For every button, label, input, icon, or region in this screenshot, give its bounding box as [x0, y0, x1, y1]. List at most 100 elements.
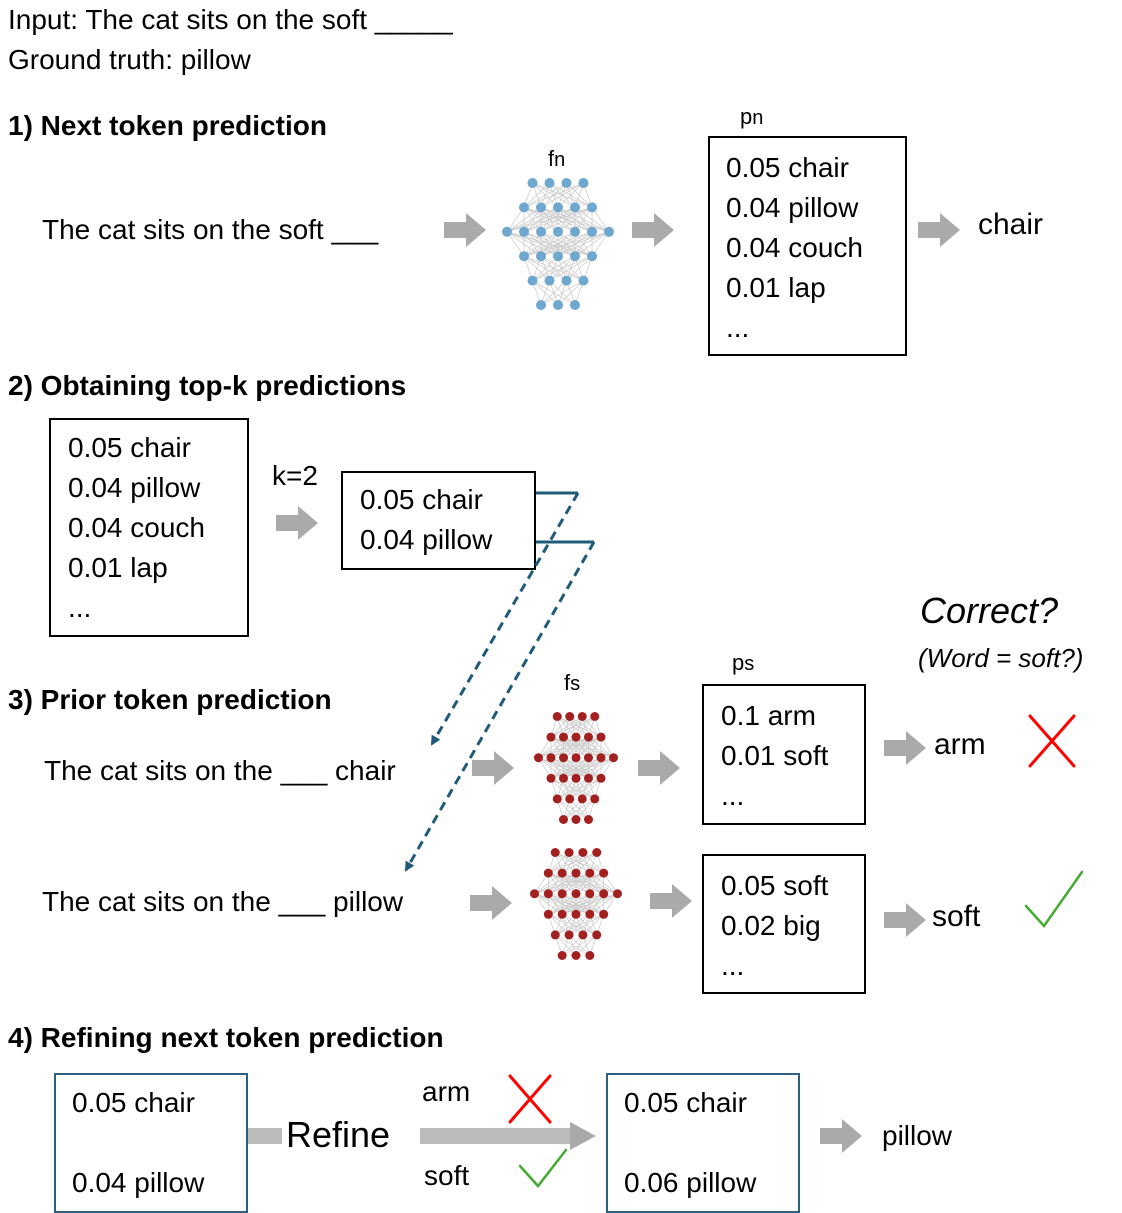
refine-wrong-word: arm [422, 1076, 471, 1107]
neuron-node [571, 773, 581, 783]
neuron-node [570, 202, 580, 213]
dist-ps-item: 0.01 soft [721, 740, 829, 771]
dist-pn-item: ... [726, 312, 750, 343]
neuron-node [543, 909, 553, 919]
step4-heading: 4) Refining next token prediction [8, 1022, 444, 1053]
step1-output: chair [978, 208, 1044, 241]
neuron-node [557, 951, 567, 960]
neuron-node [596, 773, 606, 783]
neuron-node [587, 226, 597, 237]
question-text: Correct? [920, 590, 1059, 631]
step2-dist-item: 0.04 couch [68, 512, 205, 543]
step3-row2-sentence: The cat sits on the ___ pillow [42, 886, 404, 917]
refine-right-word: soft [424, 1160, 470, 1191]
neuron-node [584, 732, 593, 742]
neuron-node [559, 815, 568, 824]
neuron-node [578, 178, 589, 188]
check-icon [518, 1148, 568, 1188]
neuron-node [550, 930, 560, 940]
neuron-node [519, 226, 529, 237]
neuron-node [550, 848, 560, 857]
question-subtext: (Word = soft?) [918, 643, 1084, 673]
check-icon [1024, 870, 1084, 929]
neuron-node [571, 889, 581, 899]
after-item: 0.05 chair [624, 1087, 747, 1118]
dist-pn-item: 0.01 lap [726, 272, 826, 303]
neuron-node [571, 909, 581, 919]
arrow-icon [650, 884, 692, 918]
step3-heading: 3) Prior token prediction [8, 684, 332, 715]
dist-pn-item: 0.04 couch [726, 232, 863, 263]
dist-ps-box-row2: 0.05 soft 0.02 big ... [702, 854, 866, 994]
neuron-node [584, 815, 593, 824]
neuron-node [604, 226, 614, 237]
model-fs-label: fs [564, 670, 581, 695]
arrow-icon [470, 886, 512, 920]
neuron-node [599, 868, 609, 878]
neuron-node [546, 732, 556, 742]
after-box: 0.05 chair 0.06 pillow [606, 1073, 800, 1213]
cross-icon [1028, 714, 1076, 768]
step2-dist-item: 0.05 chair [68, 432, 191, 463]
dist-ps-label: ps [732, 650, 755, 675]
neuron-node [536, 300, 546, 310]
neuron-node [552, 794, 562, 804]
step3-row2-output: soft [932, 900, 981, 933]
dist-ps-item: 0.1 arm [721, 700, 816, 731]
neuron-node [553, 202, 563, 213]
neuron-node [587, 202, 597, 213]
arrow-icon [276, 506, 318, 540]
after-item: 0.06 pillow [624, 1167, 757, 1198]
dist-pn-label: pn [740, 104, 764, 129]
step2-dist-item: 0.01 lap [68, 552, 168, 583]
neuron-node [590, 712, 600, 721]
dist-ps-item: 0.05 soft [721, 870, 829, 901]
neuron-node [592, 848, 602, 857]
neuron-node [578, 930, 588, 940]
neuron-node [578, 848, 588, 857]
neuron-node [536, 202, 546, 213]
neuron-node [559, 753, 568, 763]
before-item: 0.05 chair [72, 1087, 195, 1118]
neuron-node [565, 712, 575, 721]
neuron-node [599, 909, 609, 919]
neuron-node [553, 251, 563, 262]
refine-arrow [248, 1118, 596, 1154]
neuron-node [546, 753, 556, 763]
step2-dist-item: 0.04 pillow [68, 472, 201, 503]
neuron-node [530, 889, 539, 899]
neuron-node [609, 753, 618, 763]
neuron-node [571, 753, 581, 763]
neuron-node [571, 868, 581, 878]
neuron-node [571, 815, 581, 824]
neuron-node [559, 773, 568, 783]
before-box: 0.05 chair 0.04 pillow [54, 1073, 248, 1213]
neuron-node [536, 226, 546, 237]
dist-ps-item: 0.02 big [721, 910, 821, 941]
neuron-node [570, 300, 580, 310]
dist-pn-item: 0.04 pillow [726, 192, 859, 223]
dist-ps-box-row1: 0.1 arm 0.01 soft ... [702, 684, 866, 825]
step4-output: pillow [882, 1120, 953, 1151]
neuron-node [613, 889, 622, 899]
neuron-node [553, 226, 563, 237]
neuron-node [519, 251, 529, 262]
arrow-icon [820, 1119, 862, 1153]
neuron-node [564, 848, 574, 857]
arrow-icon [884, 731, 926, 765]
neural-net-fs-icon [534, 712, 618, 824]
step3-row1-output: arm [934, 728, 986, 761]
arrow-icon [632, 213, 674, 247]
arrow-icon [884, 903, 926, 937]
neuron-node [587, 251, 597, 262]
step2-dist-box: 0.05 chair 0.04 pillow 0.04 couch 0.01 l… [49, 418, 249, 637]
neuron-node [578, 275, 589, 286]
neuron-node [546, 773, 556, 783]
before-item: 0.04 pillow [72, 1167, 205, 1198]
neuron-node [577, 794, 587, 804]
neuron-node [584, 753, 593, 763]
neuron-node [577, 712, 587, 721]
topk-item: 0.05 chair [360, 484, 483, 515]
ground-truth-text: Ground truth: pillow [8, 44, 251, 75]
neuron-node [599, 889, 609, 899]
